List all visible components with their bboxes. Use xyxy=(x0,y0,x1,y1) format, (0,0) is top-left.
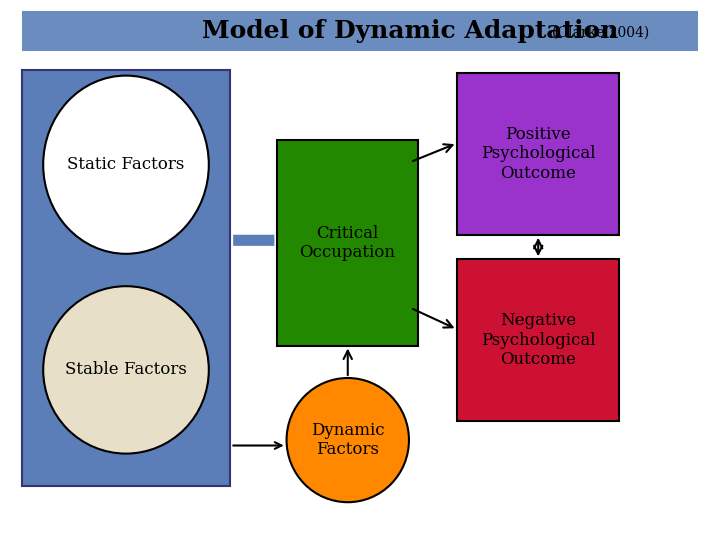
Text: (Clarke 2004): (Clarke 2004) xyxy=(552,25,649,39)
Text: Static Factors: Static Factors xyxy=(67,156,185,173)
Text: Critical
Occupation: Critical Occupation xyxy=(300,225,395,261)
FancyBboxPatch shape xyxy=(457,73,619,235)
FancyBboxPatch shape xyxy=(457,259,619,421)
FancyBboxPatch shape xyxy=(22,70,230,486)
FancyBboxPatch shape xyxy=(22,11,698,51)
Text: Stable Factors: Stable Factors xyxy=(65,361,187,379)
Ellipse shape xyxy=(43,286,209,454)
Text: Positive
Psychological
Outcome: Positive Psychological Outcome xyxy=(481,126,595,182)
Ellipse shape xyxy=(287,378,409,502)
FancyBboxPatch shape xyxy=(277,140,418,346)
Text: Negative
Psychological
Outcome: Negative Psychological Outcome xyxy=(481,312,595,368)
Text: Dynamic
Factors: Dynamic Factors xyxy=(311,422,384,458)
Ellipse shape xyxy=(43,76,209,254)
Text: Model of Dynamic Adaptation: Model of Dynamic Adaptation xyxy=(202,19,618,43)
